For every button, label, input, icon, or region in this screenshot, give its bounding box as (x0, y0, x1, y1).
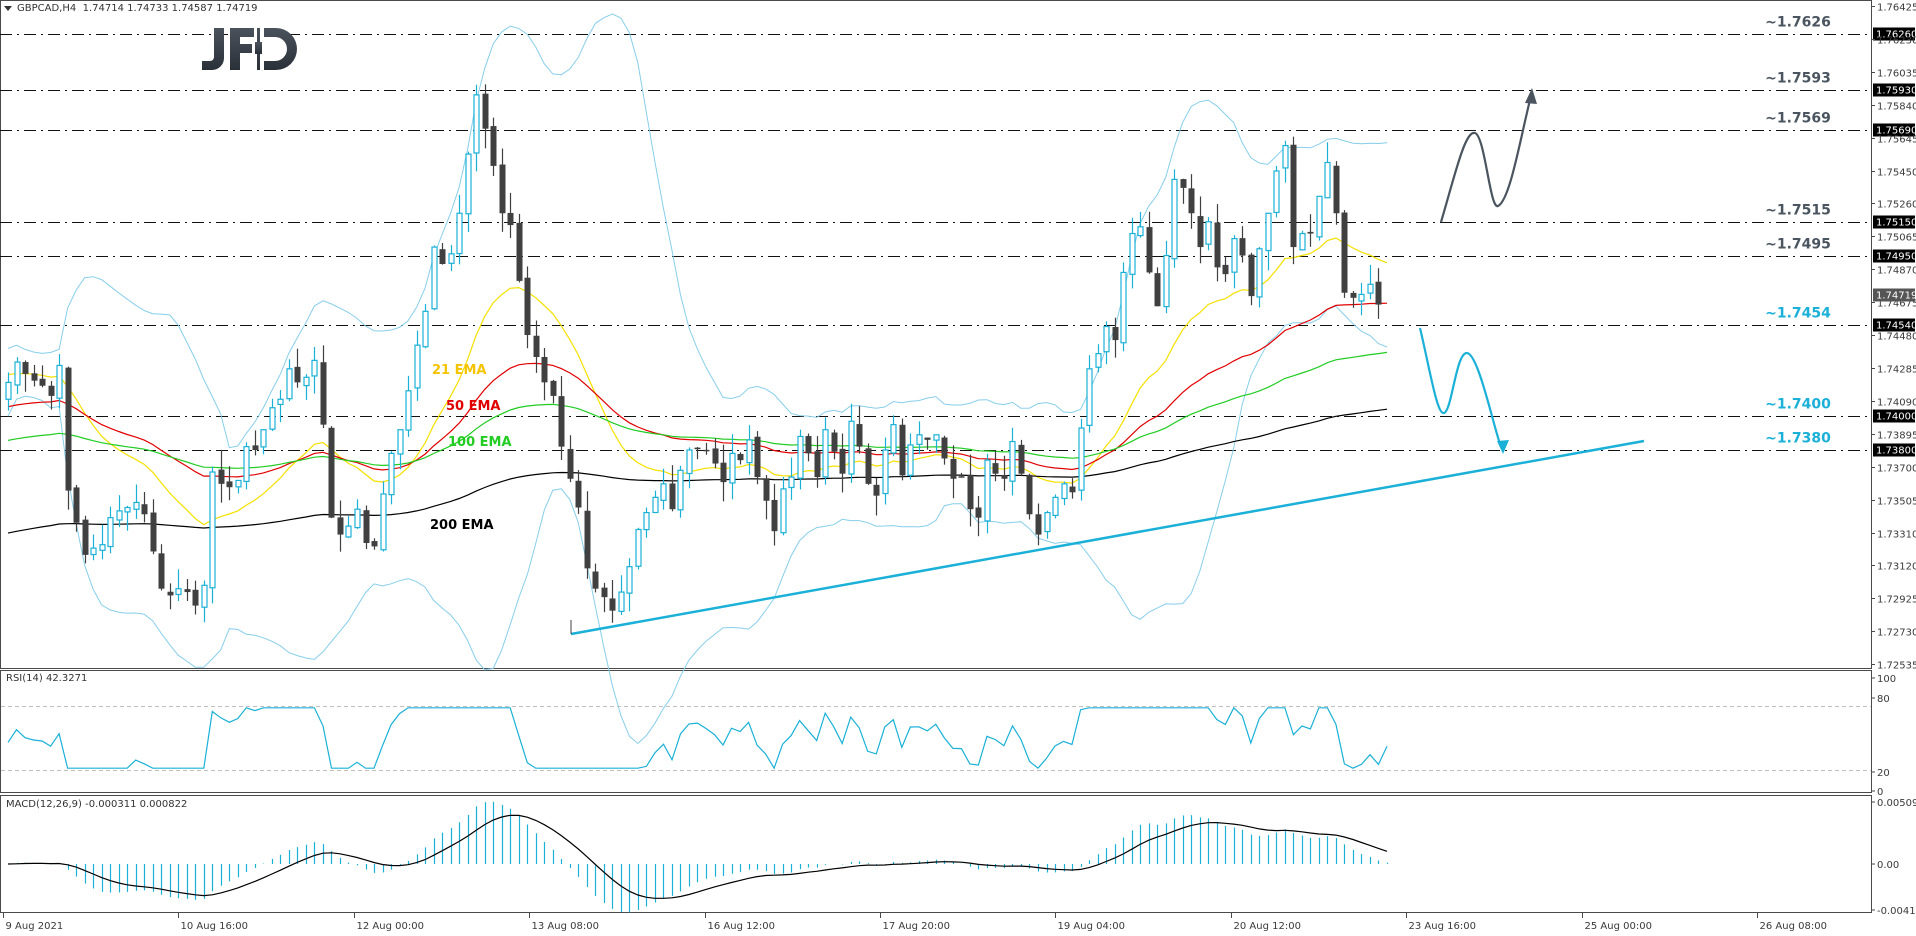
current-price-text: 1.74719 (1876, 291, 1916, 302)
price-axis-label: 1.72535 (1877, 661, 1916, 672)
price-axis-label: 1.75065 (1877, 233, 1916, 244)
macd-signal-line (7, 814, 1388, 899)
level-label: ~1.7454 (1765, 306, 1831, 322)
level-price-tag (1873, 83, 1915, 97)
price-axis-label: 1.73895 (1877, 431, 1916, 442)
arrowhead-down-icon (1497, 440, 1509, 454)
time-axis-label: 19 Aug 04:00 (1058, 921, 1125, 932)
price-axis-label: 1.76035 (1877, 69, 1916, 80)
current-price-tag (1873, 288, 1915, 302)
level-label: ~1.7515 (1765, 203, 1831, 219)
ema-label: 100 EMA (448, 435, 512, 450)
main-chart-frame (0, 0, 1872, 669)
ema-21-line (7, 237, 1388, 526)
level-price-tag-text: 1.76260 (1876, 30, 1916, 41)
level-price-tag-text: 1.75150 (1876, 218, 1916, 229)
time-axis-label: 17 Aug 20:00 (883, 921, 950, 932)
time-axis-label: 26 Aug 08:00 (1760, 921, 1827, 932)
rsi-panel-frame (0, 670, 1872, 793)
ema-label: 200 EMA (430, 518, 494, 533)
ema-labels: 21 EMA 50 EMA 100 EMA 200 EMA (430, 363, 512, 533)
level-label: ~1.7380 (1765, 431, 1831, 447)
price-axis[interactable]: 1.76260 1.75930 1.75690 1.75150 1.74950 1.745… (1871, 0, 1916, 672)
ema-lines (7, 237, 1388, 534)
level-price-tag (1873, 123, 1915, 137)
arrowhead-up-icon (1525, 88, 1537, 104)
down-projection-arrow (1418, 327, 1502, 445)
time-axis[interactable]: 9 Aug 2021 10 Aug 16:00 12 Aug 00:00 13 Aug… (3, 913, 1916, 932)
rsi-axis-label: 80 (1877, 694, 1890, 705)
level-price-tag-text: 1.74540 (1876, 321, 1916, 332)
price-axis-label: 1.76230 (1877, 36, 1916, 47)
level-label: ~1.7569 (1765, 111, 1831, 127)
level-price-tag (1873, 249, 1915, 263)
price-axis-label: 1.73310 (1877, 530, 1916, 541)
price-axis-label: 1.72730 (1877, 628, 1916, 639)
bollinger-upper (7, 13, 1388, 449)
level-price-tag (1873, 409, 1915, 423)
ema-label: 50 EMA (446, 399, 501, 414)
time-axis-label: 13 Aug 08:00 (532, 921, 599, 932)
ema-200-line (7, 408, 1388, 534)
time-axis-label: 9 Aug 2021 (6, 921, 64, 932)
ema-100-line (7, 351, 1388, 469)
rsi-panel: 100 80 20 0 (1, 674, 1896, 798)
level-price-tag-text: 1.74000 (1876, 412, 1916, 423)
level-price-tag (1873, 318, 1915, 332)
level-price-tag (1873, 27, 1915, 41)
price-axis-label: 1.74870 (1877, 266, 1916, 277)
bollinger-lower (7, 305, 1388, 745)
price-axis-label: 1.76425 (1877, 3, 1916, 14)
price-axis-label: 1.74480 (1877, 332, 1916, 343)
macd-panel-frame (0, 795, 1872, 913)
price-axis-label: 1.73120 (1877, 562, 1916, 573)
ema-50-line (7, 302, 1388, 478)
level-price-tag-text: 1.75690 (1876, 126, 1916, 137)
level-labels: ~1.7626 ~1.7593 ~1.7569 ~1.7515 ~1.7495 ~1.74… (1765, 15, 1831, 447)
time-axis-label: 25 Aug 00:00 (1585, 921, 1652, 932)
level-price-tag-text: 1.74950 (1876, 252, 1916, 263)
rsi-line (7, 706, 1388, 770)
price-axis-label: 1.75260 (1877, 200, 1916, 211)
candlesticks (5, 84, 1382, 623)
time-axis-label: 16 Aug 12:00 (708, 921, 775, 932)
price-axis-label: 1.75840 (1877, 102, 1916, 113)
ascending-trendline[interactable] (570, 439, 1645, 636)
time-axis-label: 12 Aug 00:00 (357, 921, 424, 932)
rsi-axis-label: 100 (1877, 674, 1896, 685)
price-axis-label: 1.73505 (1877, 497, 1916, 508)
trendline[interactable] (570, 439, 1645, 636)
level-price-tag-text: 1.75930 (1876, 86, 1916, 97)
price-axis-label: 1.74285 (1877, 365, 1916, 376)
bollinger-bands (7, 13, 1388, 745)
level-label: ~1.7495 (1765, 237, 1831, 253)
time-axis-label: 23 Aug 16:00 (1409, 921, 1476, 932)
level-label: ~1.7400 (1765, 397, 1831, 413)
level-price-tag-text: 1.73800 (1876, 446, 1916, 457)
rsi-axis-label: 0 (1877, 787, 1883, 798)
up-projection-arrow (1439, 99, 1532, 223)
price-axis-label: 1.73700 (1877, 464, 1916, 475)
macd-axis-label: 0.00 (1877, 860, 1899, 871)
level-label: ~1.7626 (1765, 15, 1831, 31)
time-axis-label: 20 Aug 12:00 (1234, 921, 1301, 932)
time-axis-label: 10 Aug 16:00 (181, 921, 248, 932)
projection-arrows (1418, 88, 1537, 454)
price-axis-label: 1.72925 (1877, 595, 1916, 606)
level-price-tag (1873, 215, 1915, 229)
level-price-tag (1873, 443, 1915, 457)
price-axis-label: 1.75645 (1877, 135, 1916, 146)
price-axis-label: 1.74675 (1877, 299, 1916, 310)
rsi-axis-label: 20 (1877, 768, 1890, 779)
macd-panel: 0.005094 0.00 -0.004148 (7, 798, 1916, 917)
ema-label: 21 EMA (432, 363, 487, 378)
price-axis-label: 1.74090 (1877, 398, 1916, 409)
level-label: ~1.7593 (1765, 71, 1831, 87)
price-axis-label: 1.75450 (1877, 168, 1916, 179)
macd-axis-label: 0.005094 (1877, 798, 1916, 809)
macd-axis-label: -0.004148 (1877, 906, 1916, 917)
